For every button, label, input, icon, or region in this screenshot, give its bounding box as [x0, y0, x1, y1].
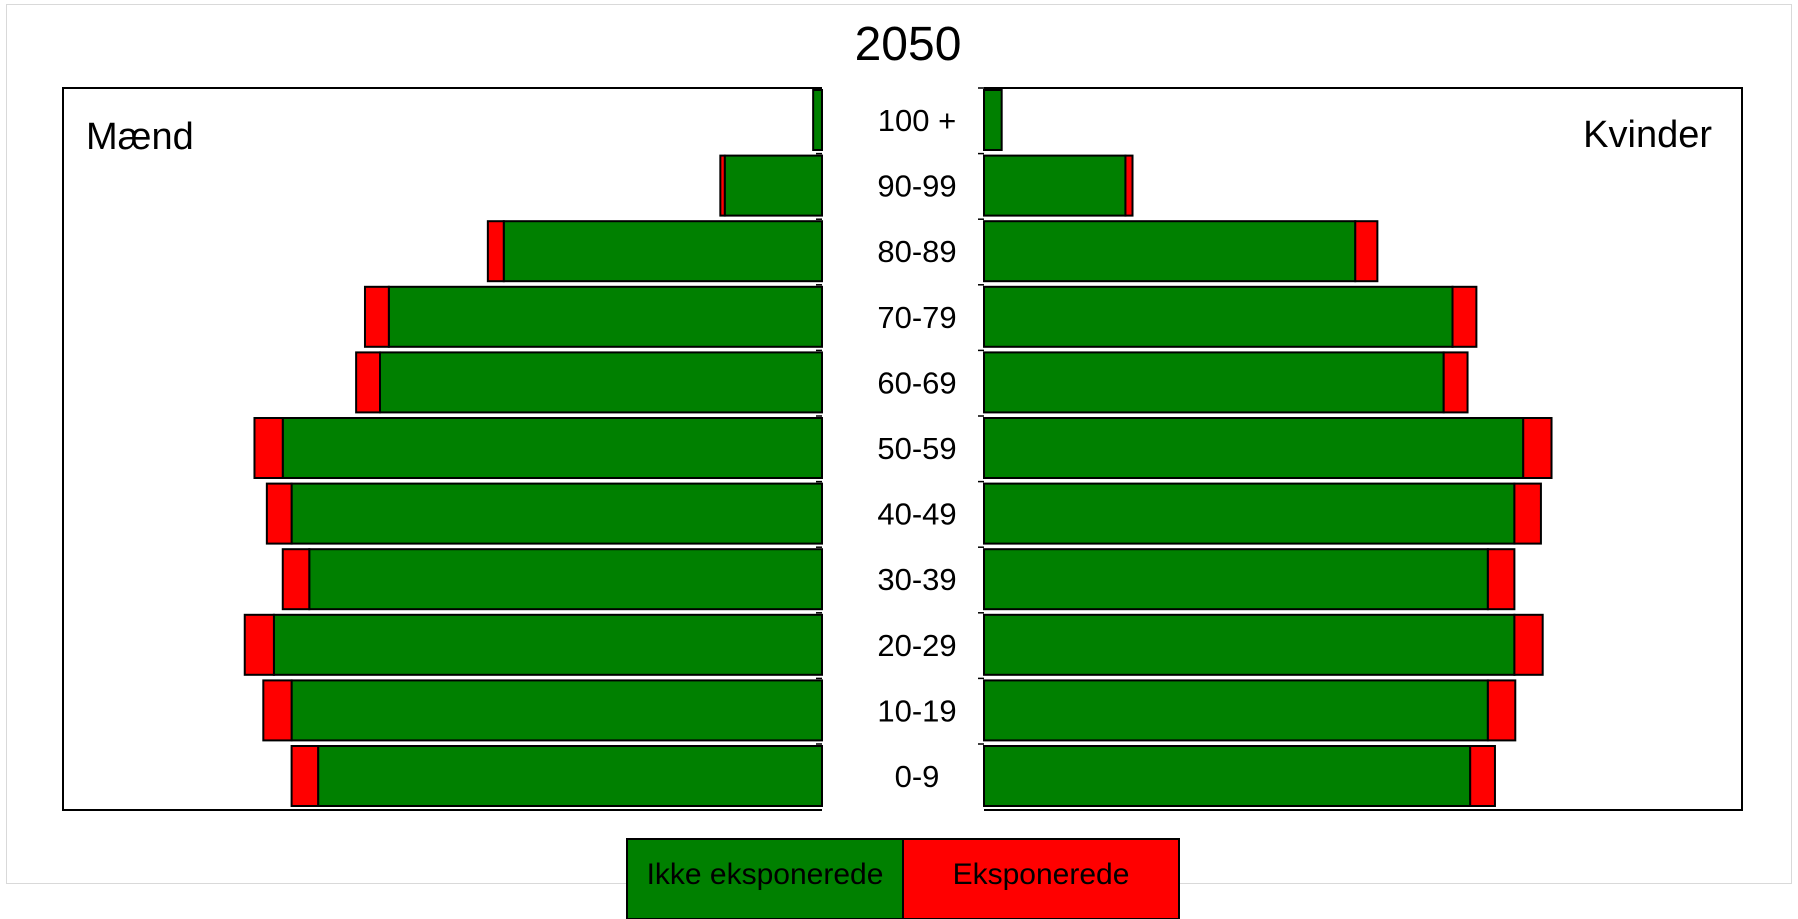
bar-kvinder-ikke-eksponerede-80-89 [983, 220, 1357, 283]
bar-maend-ikke-eksponerede-40-49 [290, 482, 824, 545]
bar-maend-eksponerede-30-39 [281, 548, 311, 611]
bar-kvinder-eksponerede-90-99 [1124, 154, 1134, 217]
bar-kvinder-eksponerede-60-69 [1442, 351, 1469, 414]
bar-maend-eksponerede-40-49 [265, 482, 293, 545]
right-panel-label: Kvinder [1583, 114, 1712, 156]
bar-kvinder-ikke-eksponerede-50-59 [983, 417, 1525, 479]
bar-maend-eksponerede-70-79 [363, 285, 390, 348]
right-plot-frame [984, 87, 1743, 811]
bar-kvinder-eksponerede-80-89 [1354, 220, 1379, 283]
age-label-80-89: 80-89 [877, 234, 956, 269]
bar-maend-ikke-eksponerede-100 [812, 89, 823, 151]
age-label-30-39: 30-39 [877, 562, 956, 597]
left-plot-frame [62, 87, 822, 811]
bar-kvinder-ikke-eksponerede-30-39 [983, 548, 1489, 611]
bar-maend-eksponerede-10-19 [262, 679, 293, 742]
bar-maend-ikke-eksponerede-90-99 [723, 154, 824, 217]
age-label-60-69: 60-69 [877, 365, 956, 400]
age-label-70-79: 70-79 [877, 300, 956, 335]
bar-kvinder-eksponerede-50-59 [1522, 417, 1553, 479]
bar-kvinder-ikke-eksponerede-60-69 [983, 351, 1445, 414]
left-panel-label: Mænd [86, 116, 194, 158]
bar-maend-eksponerede-60-69 [355, 351, 381, 414]
bar-maend-eksponerede-50-59 [253, 417, 284, 479]
bar-kvinder-ikke-eksponerede-100 [983, 89, 1003, 151]
legend-swatch-eksponerede [902, 838, 1180, 919]
age-label-10-19: 10-19 [877, 693, 956, 728]
bar-maend-ikke-eksponerede-60-69 [379, 351, 823, 414]
bar-kvinder-ikke-eksponerede-70-79 [983, 285, 1454, 348]
left-bars [243, 89, 824, 807]
bar-kvinder-eksponerede-70-79 [1451, 285, 1478, 348]
bar-maend-ikke-eksponerede-80-89 [502, 220, 823, 283]
bar-maend-eksponerede-0-9 [290, 745, 320, 807]
bar-kvinder-eksponerede-10-19 [1486, 679, 1517, 742]
legend-label-ikke-eksponerede: Ikke eksponerede [647, 858, 884, 891]
bar-kvinder-eksponerede-30-39 [1486, 548, 1516, 611]
age-label-40-49: 40-49 [877, 497, 956, 532]
bar-maend-eksponerede-20-29 [243, 613, 275, 676]
bar-kvinder-eksponerede-40-49 [1513, 482, 1542, 545]
bar-maend-ikke-eksponerede-30-39 [308, 548, 823, 611]
bar-kvinder-eksponerede-0-9 [1469, 745, 1496, 807]
age-labels: 100 + 90-99 80-89 70-79 60-69 50-59 40-49 30-39… [816, 87, 984, 794]
age-label-90-99: 90-99 [877, 169, 956, 204]
bar-kvinder-ikke-eksponerede-90-99 [983, 154, 1127, 217]
age-label-50-59: 50-59 [877, 431, 956, 466]
legend-label-eksponerede: Eksponerede [953, 858, 1130, 891]
bar-kvinder-ikke-eksponerede-10-19 [983, 679, 1489, 742]
bar-kvinder-ikke-eksponerede-0-9 [983, 745, 1472, 807]
bar-maend-ikke-eksponerede-0-9 [317, 745, 823, 807]
bar-maend-ikke-eksponerede-50-59 [281, 417, 823, 479]
bar-maend-ikke-eksponerede-10-19 [290, 679, 824, 742]
right-bars [983, 89, 1553, 807]
bar-kvinder-eksponerede-20-29 [1513, 613, 1544, 676]
bar-maend-ikke-eksponerede-20-29 [272, 613, 824, 676]
age-label-100: 100 + [878, 103, 956, 138]
bar-kvinder-ikke-eksponerede-40-49 [983, 482, 1516, 545]
age-label-20-29: 20-29 [877, 628, 956, 663]
age-label-0-9: 0-9 [895, 759, 940, 794]
bar-kvinder-ikke-eksponerede-20-29 [983, 613, 1516, 676]
legend: Ikke eksponerede Eksponerede [626, 838, 1180, 919]
bar-maend-eksponerede-80-89 [486, 220, 505, 283]
bar-maend-eksponerede-90-99 [719, 154, 726, 217]
chart-title: 2050 [855, 18, 962, 71]
bar-maend-ikke-eksponerede-70-79 [387, 285, 823, 348]
